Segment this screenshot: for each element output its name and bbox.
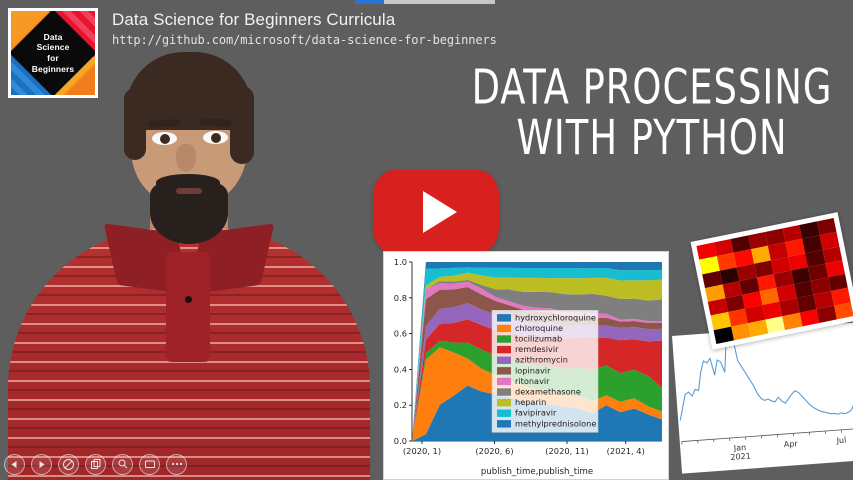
no-annotation-icon[interactable] bbox=[58, 453, 79, 475]
logo-line-2: Science bbox=[36, 42, 70, 53]
svg-text:ritonavir: ritonavir bbox=[515, 376, 550, 386]
presenter-mustache bbox=[156, 174, 220, 191]
svg-text:(2020, 1): (2020, 1) bbox=[403, 446, 441, 456]
svg-text:chloroquine: chloroquine bbox=[515, 323, 563, 333]
heatmap-cell bbox=[833, 302, 853, 320]
svg-text:2021: 2021 bbox=[730, 452, 751, 462]
logo-line-4: Beginners bbox=[31, 63, 75, 74]
svg-text:(2020, 11): (2020, 11) bbox=[545, 446, 588, 456]
svg-text:tocilizumab: tocilizumab bbox=[515, 334, 562, 344]
magnifier-icon[interactable] bbox=[112, 453, 133, 475]
svg-text:(2020, 6): (2020, 6) bbox=[475, 446, 513, 456]
heatmap-grid bbox=[696, 218, 853, 344]
more-options-icon[interactable] bbox=[166, 453, 187, 475]
repo-title: Data Science for Beginners Curricula bbox=[112, 10, 396, 29]
slide-title-line-1: Data Processing bbox=[471, 58, 833, 116]
svg-text:lopinavir: lopinavir bbox=[515, 365, 551, 375]
presenter-pupil-right bbox=[211, 133, 221, 143]
header: Data Science for Beginners Data Science … bbox=[0, 0, 853, 98]
svg-text:remdesivir: remdesivir bbox=[515, 344, 559, 354]
svg-text:azithromycin: azithromycin bbox=[515, 355, 568, 365]
svg-text:Jan: Jan bbox=[732, 443, 746, 453]
svg-text:dexamethasone: dexamethasone bbox=[515, 387, 581, 397]
presenter-shirt-button bbox=[185, 296, 192, 303]
presenter-video bbox=[0, 36, 380, 480]
svg-text:methylprednisolone: methylprednisolone bbox=[515, 418, 596, 428]
svg-text:0.4: 0.4 bbox=[394, 364, 407, 374]
play-icon[interactable] bbox=[31, 453, 52, 475]
play-triangle-icon bbox=[422, 191, 457, 233]
svg-text:0.8: 0.8 bbox=[394, 293, 407, 303]
svg-text:Jul: Jul bbox=[835, 436, 846, 446]
line-chart: Jan 2021 Apr Jul bbox=[672, 321, 853, 474]
logo-line-1: Data bbox=[43, 31, 63, 42]
area-chart-svg: 0.0 0.2 0.4 0.6 0.8 1.0 (2020, 1) (2020, 6) (202… bbox=[394, 257, 662, 477]
presenter-placket bbox=[166, 252, 210, 362]
svg-text:publish_time,publish_time: publish_time,publish_time bbox=[481, 467, 593, 477]
svg-text:heparin: heparin bbox=[515, 397, 546, 407]
presenter-mouth bbox=[176, 188, 202, 194]
repo-url[interactable]: http://github.com/microsoft/data-science… bbox=[112, 33, 497, 47]
svg-text:1.0: 1.0 bbox=[394, 257, 407, 267]
youtube-play-button[interactable] bbox=[373, 170, 499, 254]
presenter-pupil-left bbox=[160, 134, 170, 144]
presenter-hair-left bbox=[124, 88, 146, 160]
video-progress-fill bbox=[355, 0, 385, 4]
svg-text:Apr: Apr bbox=[783, 439, 798, 449]
curriculum-logo: Data Science for Beginners bbox=[8, 8, 98, 98]
note-icon[interactable] bbox=[139, 453, 160, 475]
step-back-icon[interactable] bbox=[4, 453, 25, 475]
presenter-nose bbox=[176, 144, 196, 172]
video-progress-bar[interactable] bbox=[355, 0, 495, 4]
svg-text:0.0: 0.0 bbox=[394, 436, 407, 446]
video-controls bbox=[4, 452, 187, 476]
copy-icon[interactable] bbox=[85, 453, 106, 475]
svg-text:hydroxychloroquine: hydroxychloroquine bbox=[515, 312, 596, 322]
presenter-hair-right bbox=[230, 86, 254, 164]
svg-text:(2021, 4): (2021, 4) bbox=[607, 446, 645, 456]
logo-text: Data Science for Beginners bbox=[11, 11, 95, 95]
svg-text:0.6: 0.6 bbox=[394, 329, 407, 339]
svg-text:0.2: 0.2 bbox=[394, 400, 407, 410]
svg-text:favipiravir: favipiravir bbox=[515, 408, 557, 418]
logo-line-3: for bbox=[47, 53, 59, 63]
header-titles: Data Science for Beginners Curricula htt… bbox=[112, 10, 497, 47]
slide-title-line-2: with Python bbox=[516, 109, 788, 167]
slide-title: Data Processing with Python bbox=[467, 61, 837, 167]
stacked-area-chart: 0.0 0.2 0.4 0.6 0.8 1.0 (2020, 1) (2020, 6) (202… bbox=[383, 251, 669, 480]
